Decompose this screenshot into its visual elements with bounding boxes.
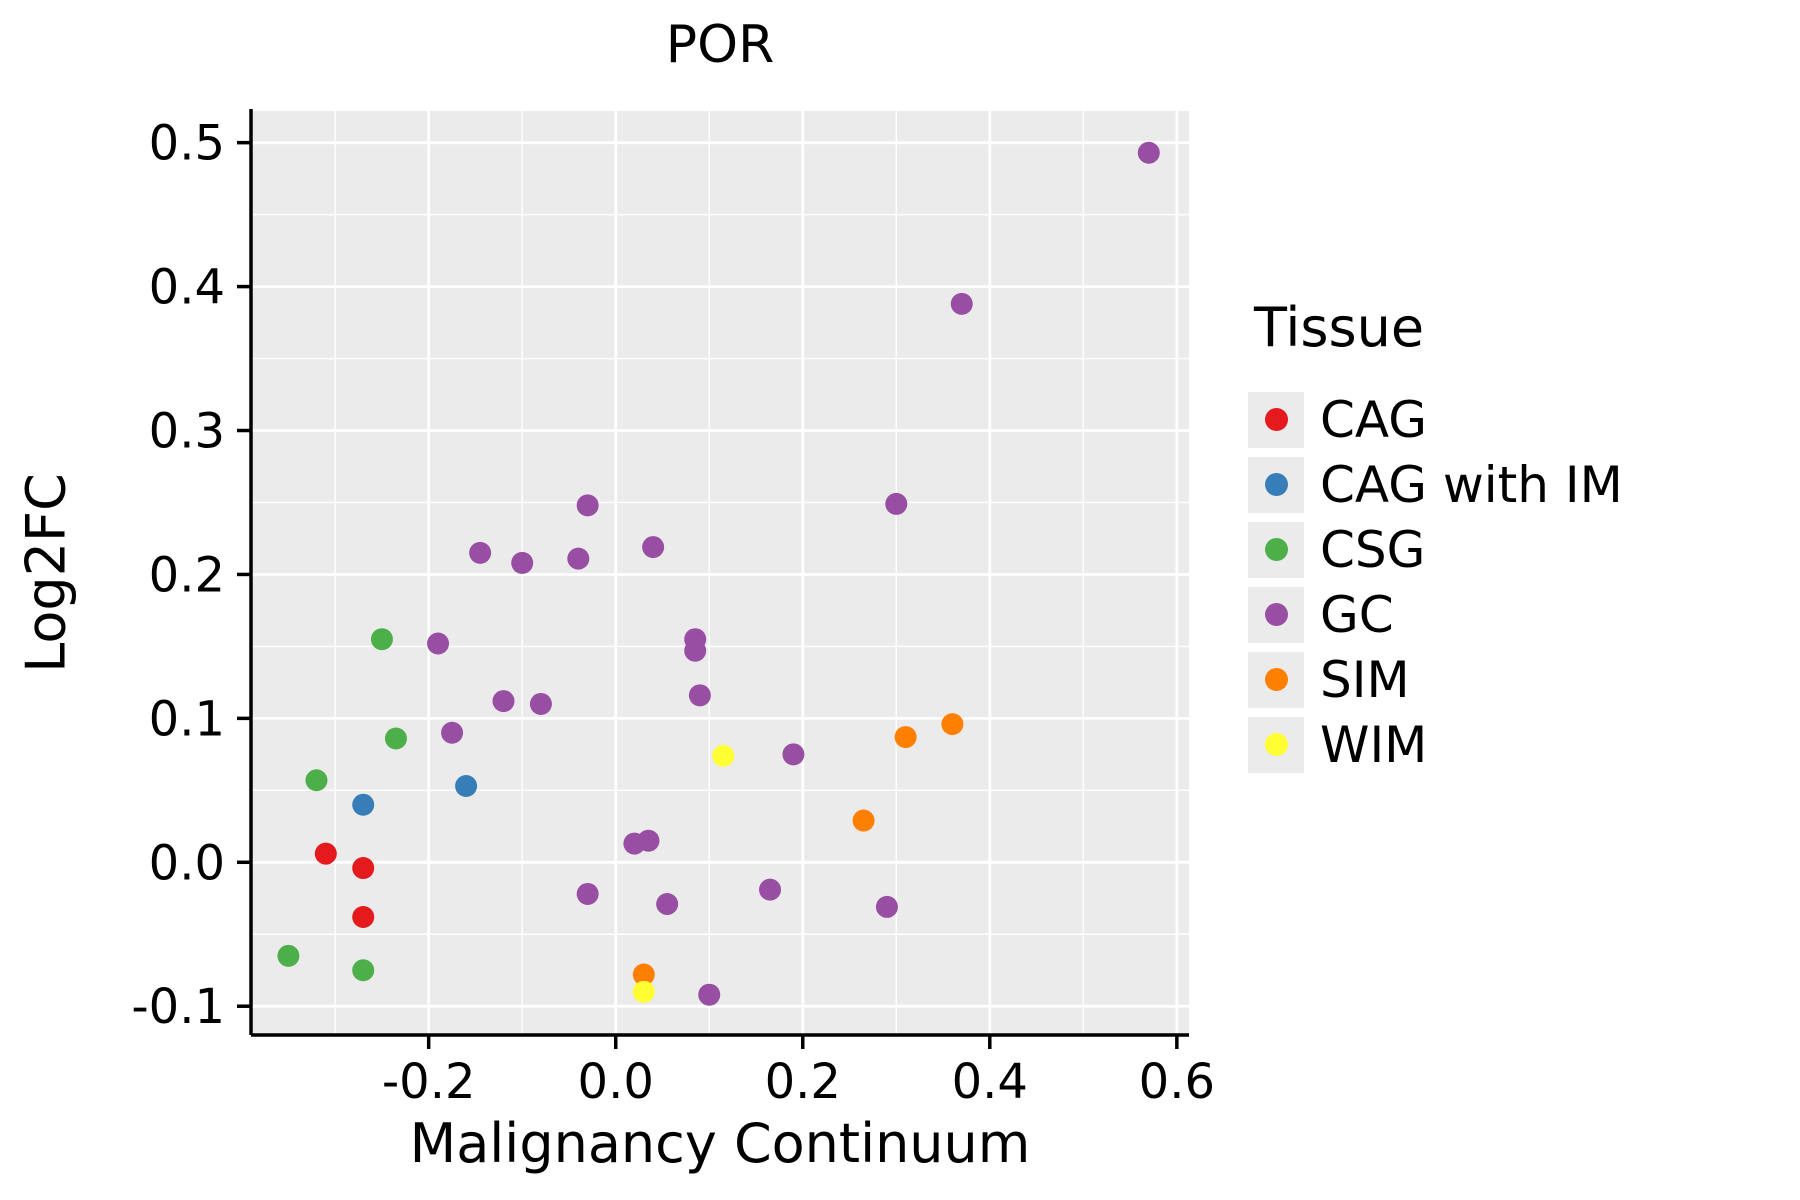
point-cag	[352, 905, 375, 928]
point-csg	[277, 944, 300, 967]
legend-label-sim: SIM	[1320, 650, 1410, 709]
point-gc	[492, 690, 515, 713]
point-cag	[314, 842, 337, 865]
point-gc	[567, 547, 590, 570]
x-tick-label: 0.6	[1139, 1054, 1215, 1110]
x-axis-title: Malignancy Continuum	[409, 1112, 1031, 1175]
legend-label-gc: GC	[1320, 585, 1394, 644]
legend-dot-icon	[1264, 473, 1288, 496]
point-sim	[894, 726, 917, 749]
legend-item-wim: WIM	[1248, 712, 1623, 777]
legend-label-wim: WIM	[1320, 715, 1428, 774]
point-gc	[427, 632, 450, 655]
point-gc	[642, 536, 665, 559]
y-tick-label: 0.3	[149, 404, 225, 460]
point-gc	[885, 492, 908, 515]
x-tick-label: 0.0	[578, 1054, 654, 1110]
legend-dot-icon	[1264, 733, 1288, 756]
point-wim	[632, 980, 655, 1003]
legend-key-sim	[1248, 651, 1304, 708]
chart-title: POR	[665, 15, 775, 75]
x-tick-label: -0.2	[382, 1054, 476, 1110]
plot-panel	[251, 111, 1189, 1035]
point-gc	[576, 494, 599, 517]
point-gc	[576, 882, 599, 905]
point-gc	[656, 893, 679, 916]
point-gc	[875, 895, 898, 918]
point-sim	[632, 963, 655, 986]
point-sim	[852, 809, 875, 832]
point-csg	[384, 727, 407, 750]
point-csg	[305, 769, 328, 792]
legend-label-csg: CSG	[1320, 520, 1426, 579]
point-gc	[782, 743, 805, 766]
legend-item-csg: CSG	[1248, 517, 1623, 582]
legend-item-cag-with-im: CAG with IM	[1248, 452, 1623, 517]
legend-key-csg	[1248, 521, 1304, 578]
y-tick-label: 0.1	[149, 691, 225, 747]
point-gc	[684, 639, 707, 662]
legend-dot-icon	[1264, 538, 1288, 561]
legend: Tissue CAG CAG with IM CSG GC SIM WIM	[1248, 296, 1623, 777]
point-cag-with-im	[455, 775, 478, 798]
point-gc	[529, 692, 552, 715]
point-gc	[637, 829, 660, 852]
legend-dot-icon	[1264, 603, 1288, 626]
y-tick-label: 0.5	[149, 116, 225, 172]
point-gc	[698, 983, 721, 1006]
point-gc	[759, 878, 782, 901]
y-tick-label: 0.4	[149, 260, 225, 316]
y-tick-label: 0.0	[149, 835, 225, 891]
point-gc	[950, 292, 973, 315]
legend-item-sim: SIM	[1248, 647, 1623, 712]
point-gc	[511, 551, 534, 574]
legend-item-gc: GC	[1248, 582, 1623, 647]
point-gc	[469, 541, 492, 564]
legend-dot-icon	[1264, 668, 1288, 691]
legend-label-cag-with-im: CAG with IM	[1320, 455, 1623, 514]
x-tick-label: 0.4	[952, 1054, 1028, 1110]
legend-key-gc	[1248, 586, 1304, 643]
point-cag-with-im	[352, 793, 375, 816]
point-wim	[712, 744, 735, 767]
legend-label-cag: CAG	[1320, 390, 1427, 449]
legend-items: CAG CAG with IM CSG GC SIM WIM	[1248, 387, 1623, 777]
legend-key-cag	[1248, 391, 1304, 448]
legend-dot-icon	[1264, 408, 1288, 431]
point-cag	[352, 857, 375, 880]
y-tick-label: 0.2	[149, 547, 225, 603]
point-gc	[441, 721, 464, 744]
legend-key-cag-with-im	[1248, 456, 1304, 513]
legend-title: Tissue	[1254, 296, 1425, 359]
point-gc	[1137, 141, 1160, 164]
point-gc	[688, 684, 711, 707]
x-tick-label: 0.2	[765, 1054, 841, 1110]
point-sim	[941, 713, 964, 736]
point-csg	[370, 628, 393, 651]
y-tick-label: -0.1	[131, 979, 225, 1035]
y-axis-title: Log2FC	[14, 473, 78, 673]
legend-item-cag: CAG	[1248, 387, 1623, 452]
point-csg	[352, 959, 375, 982]
legend-key-wim	[1248, 716, 1304, 773]
